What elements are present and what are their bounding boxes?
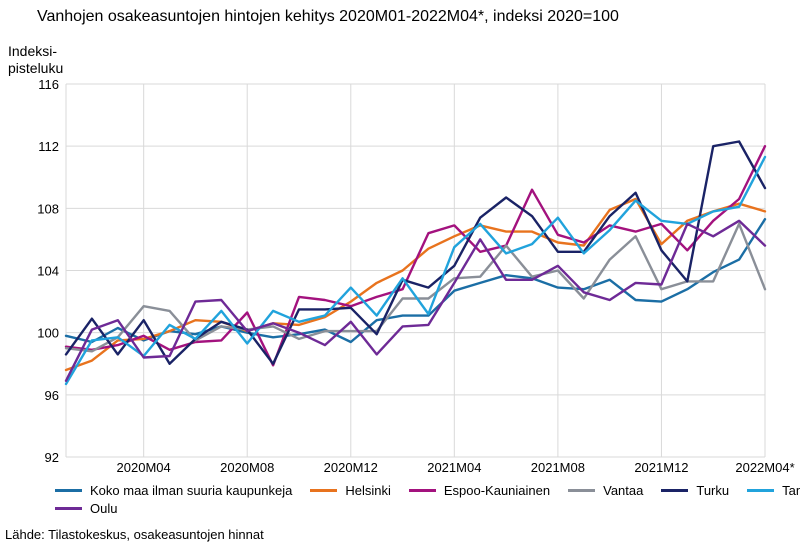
legend-row: Koko maa ilman suuria kaupunkeja Helsinki… [55,481,800,499]
grid-lines [65,83,766,458]
source-note: Lähde: Tilastokeskus, osakeasuntojen hin… [5,527,264,542]
x-tick-label: 2021M08 [531,460,585,475]
legend-row: Oulu [55,499,795,517]
legend-swatch [747,488,775,492]
y-tick-label: 92 [45,450,59,465]
series-line-koko-maa-ilman-suuria-kaupunkeja [64,217,767,344]
y-tick-label: 104 [37,264,59,279]
legend-item: Tampere [747,483,800,498]
x-axis-ticks: 2020M04 2020M08 2020M12 2021M04 2021M08 2021M… [117,460,795,475]
legend-swatch [310,488,338,492]
y-axis-label: Indeksi- pisteluku [8,43,68,77]
legend-label: Oulu [90,500,118,516]
legend-label: Koko maa ilman suuria kaupunkeja [90,482,293,498]
x-tick-label: 2020M04 [117,460,171,475]
series-line-espoo-kauniainen [64,144,767,367]
series-line-turku [64,140,767,365]
legend-item: Vantaa [568,483,643,498]
legend-label: Vantaa [603,482,644,498]
y-tick-label: 116 [38,77,59,92]
legend-swatch [55,506,82,510]
legend-label: Espoo-Kauniainen [443,482,551,498]
legend-item: Turku [661,483,729,498]
legend-label: Turku [696,482,730,498]
y-tick-label: 100 [37,326,59,341]
legend-swatch [408,488,436,492]
y-tick-label: 96 [45,388,59,403]
legend-swatch [55,488,82,492]
series-line-vantaa [64,222,767,353]
line-chart: 92 96 100 104 108 112 116 2020M04 2020M08 2020M1… [37,77,795,475]
legend-swatch [661,488,689,492]
legend-item: Helsinki [310,483,391,498]
legend-item: Oulu [55,501,117,516]
y-tick-label: 108 [37,201,59,216]
chart-title: Vanhojen osakeasuntojen hintojen kehitys… [37,8,619,25]
y-tick-label: 112 [38,139,59,154]
series-line-oulu [64,219,767,382]
series-line-tampere [64,155,767,386]
x-tick-label: 2020M08 [220,460,274,475]
legend-swatch [568,488,596,492]
y-axis-label-line1: Indeksi- [8,43,58,59]
legend-label: Helsinki [345,482,391,498]
x-tick-label: 2021M12 [634,460,688,475]
series-lines [64,140,767,386]
legend-label: Tampere [782,482,800,498]
y-axis-ticks: 92 96 100 104 108 112 116 [37,77,59,465]
x-tick-label: 2021M04 [427,460,481,475]
x-tick-label: 2020M12 [324,460,378,475]
legend-item: Espoo-Kauniainen [408,482,551,498]
y-axis-label-line2: pisteluku [8,60,64,76]
legend: Koko maa ilman suuria kaupunkeja Helsinki… [55,481,800,517]
legend-item: Koko maa ilman suuria kaupunkeja [55,483,292,498]
x-tick-label: 2022M04* [735,460,794,475]
